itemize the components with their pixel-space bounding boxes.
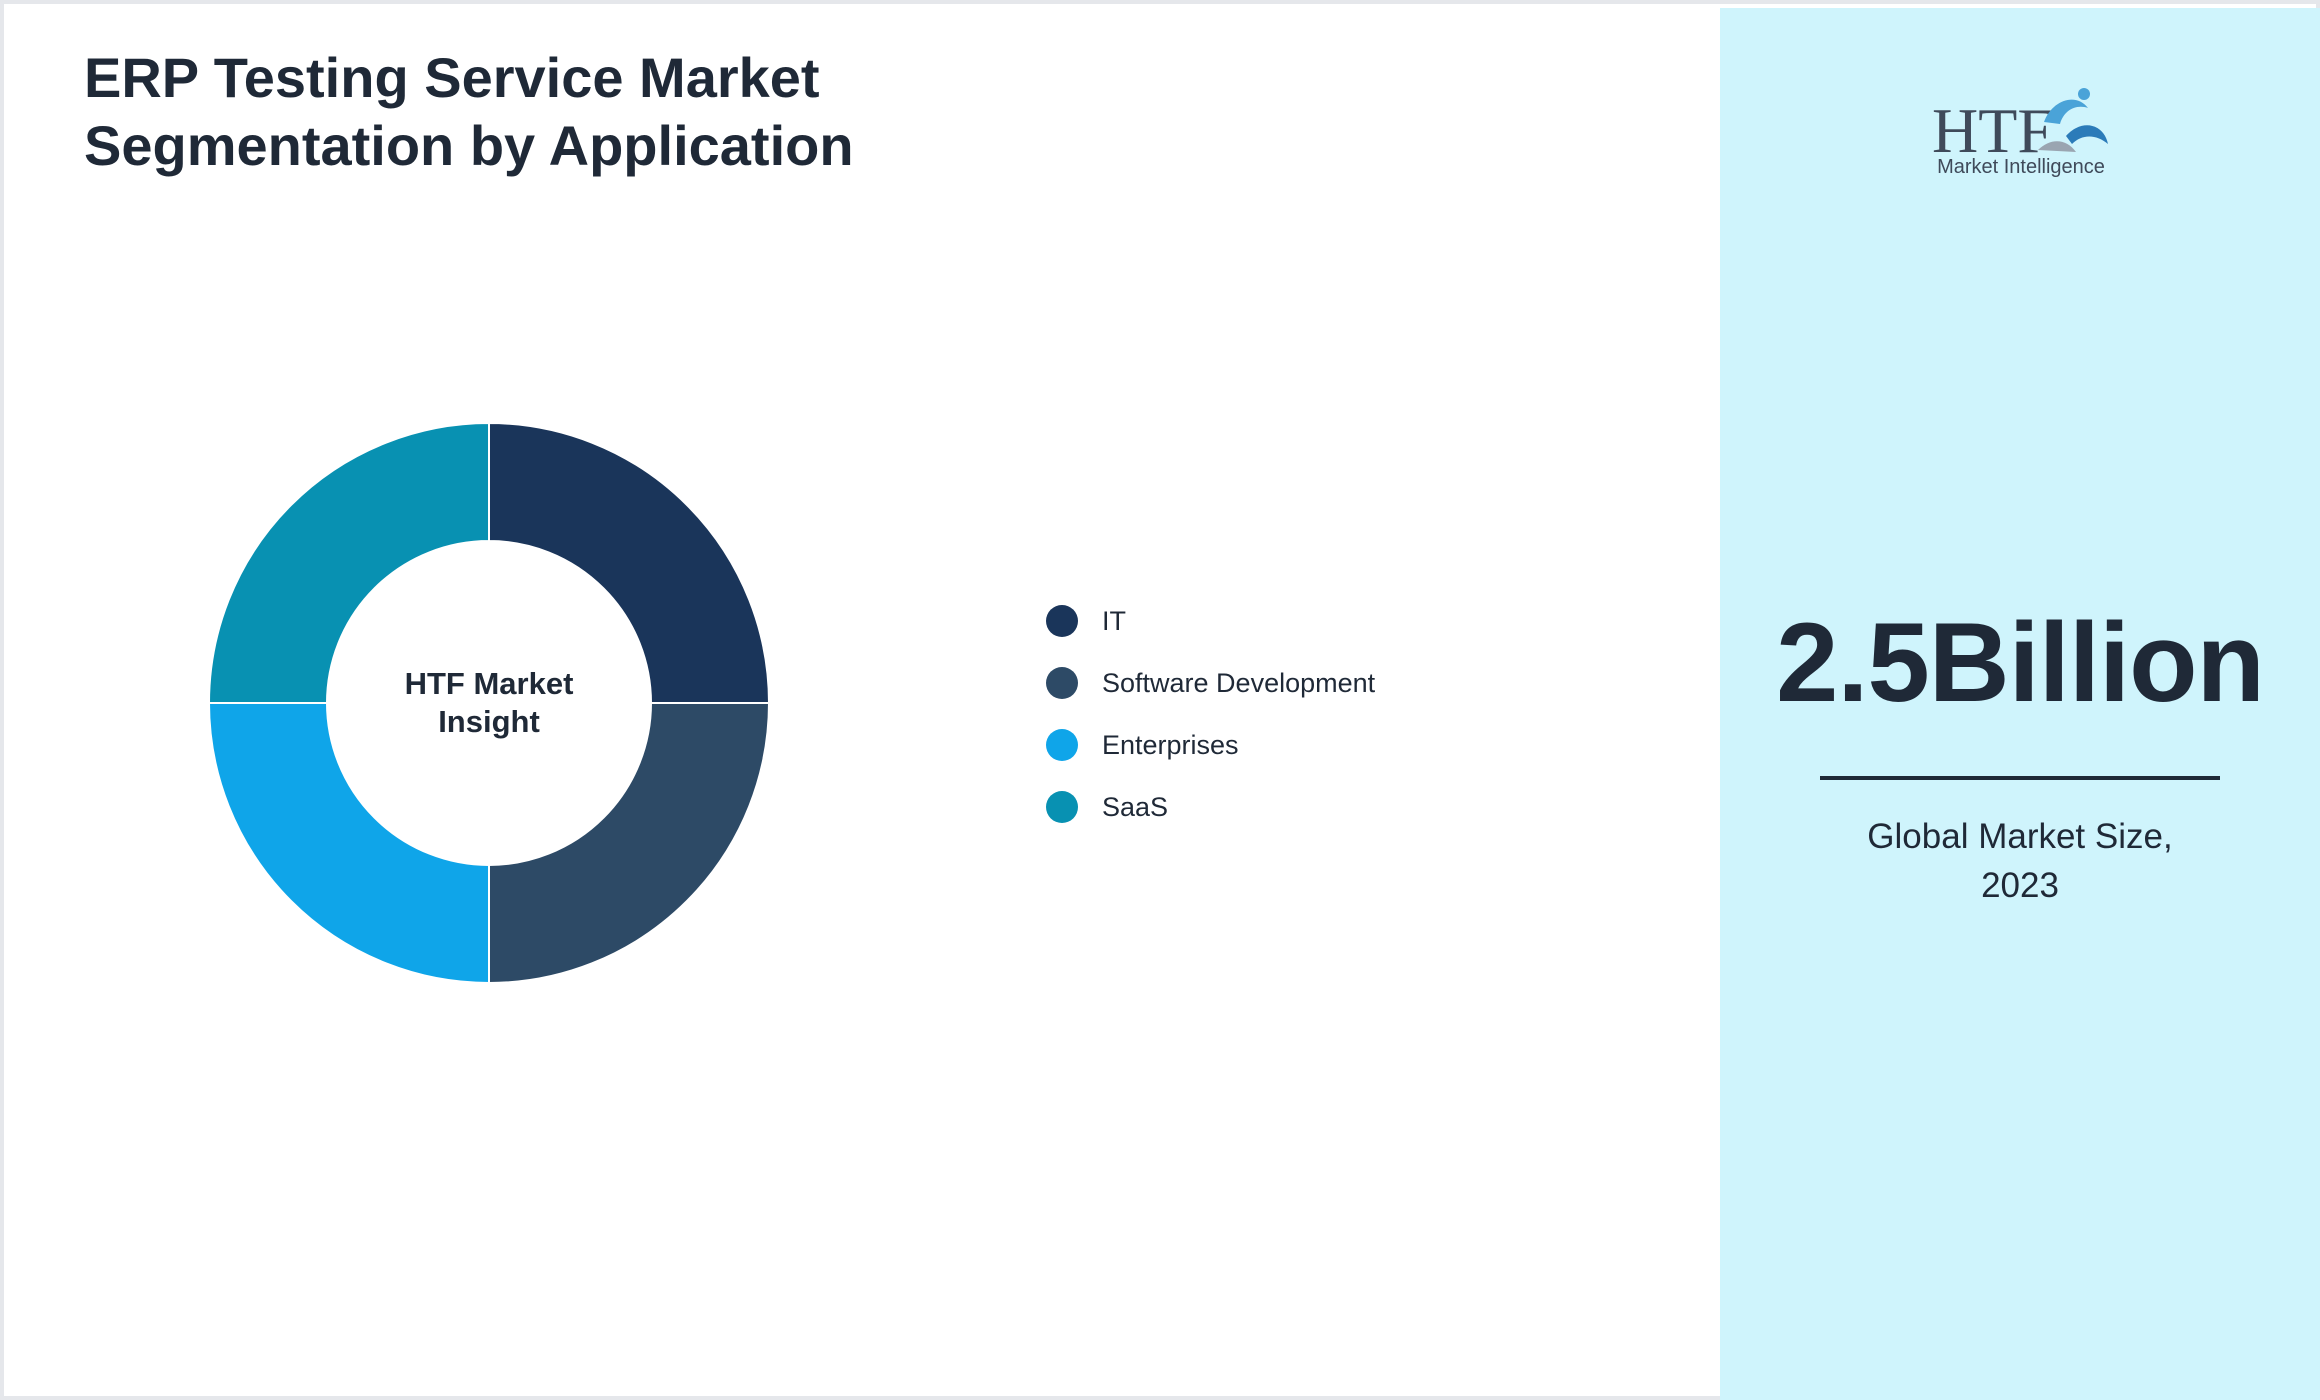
market-size-value: 2.5Billion [1776, 600, 2265, 725]
legend-swatch [1046, 791, 1078, 823]
market-size-panel: HTF Market Intelligence 2.5Billion Globa… [1720, 8, 2320, 1400]
htf-logo-mark: HTF [1932, 88, 2108, 158]
legend-label: Enterprises [1102, 729, 1239, 760]
logo-letters: HTF [1932, 95, 2053, 158]
legend-swatch [1046, 605, 1078, 637]
legend-item: IT [1046, 590, 1375, 652]
legend-item: Enterprises [1046, 714, 1375, 776]
donut-svg [207, 421, 771, 985]
legend-label: SaaS [1102, 791, 1169, 822]
donut-slice-software-development [488, 702, 771, 985]
market-size-divider [1820, 776, 2220, 780]
donut-chart: HTF Market Insight [204, 418, 774, 988]
logo-subtext: Market Intelligence [1937, 156, 2105, 178]
logo-swirl-icon-3 [2038, 141, 2076, 152]
logo-swirl-icon-2 [2066, 125, 2108, 144]
market-size-caption-text: Global Market Size, 2023 [1867, 817, 2173, 905]
legend-swatch [1046, 667, 1078, 699]
donut-slice-saas [207, 421, 490, 704]
donut-slice-enterprises [207, 702, 490, 985]
htf-logo: HTF Market Intelligence [1926, 78, 2116, 188]
chart-title: ERP Testing Service Market Segmentation … [84, 46, 854, 177]
legend-item: Software Development [1046, 652, 1375, 714]
logo-swirl-icon [2044, 99, 2088, 124]
market-size-caption: Global Market Size, 2023 [1720, 812, 2320, 910]
donut-slice-it [488, 421, 771, 704]
chart-legend: IT Software Development Enterprises SaaS [1046, 590, 1375, 838]
legend-swatch [1046, 729, 1078, 761]
legend-label: IT [1102, 605, 1126, 636]
legend-item: SaaS [1046, 776, 1375, 838]
logo-dot-icon [2078, 88, 2090, 100]
legend-label: Software Development [1102, 667, 1376, 698]
